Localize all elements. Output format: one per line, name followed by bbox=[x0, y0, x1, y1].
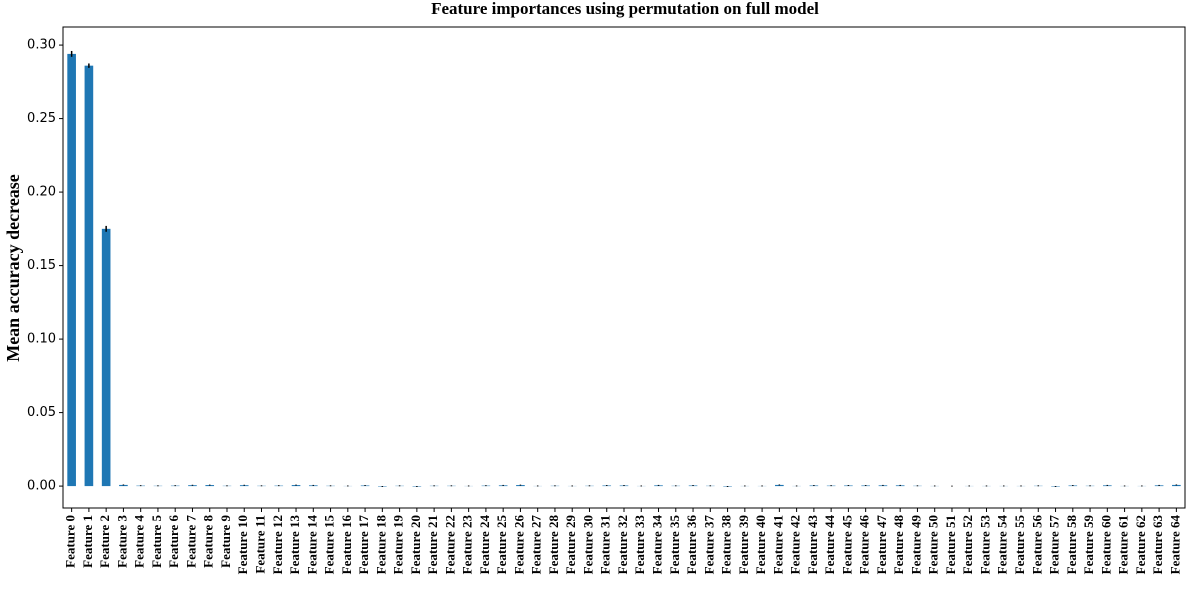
x-tick-label: Feature 9 bbox=[218, 515, 233, 568]
x-tick-label: Feature 24 bbox=[477, 515, 492, 575]
x-tick-label: Feature 49 bbox=[908, 515, 923, 575]
x-tick-label: Feature 29 bbox=[563, 515, 578, 575]
x-tick-label: Feature 15 bbox=[322, 515, 337, 575]
x-tick-label: Feature 25 bbox=[494, 515, 509, 575]
x-tick-label: Feature 59 bbox=[1081, 515, 1096, 575]
chart-title: Feature importances using permutation on… bbox=[431, 0, 819, 18]
x-tick-label: Feature 6 bbox=[166, 515, 181, 568]
x-tick-label: Feature 46 bbox=[857, 515, 872, 575]
y-tick-label: 0.15 bbox=[27, 258, 56, 273]
bar bbox=[84, 65, 94, 487]
y-tick-label: 0.30 bbox=[27, 38, 56, 53]
bar bbox=[101, 228, 111, 487]
x-tick-label: Feature 51 bbox=[943, 515, 958, 574]
x-tick-label: Feature 0 bbox=[63, 515, 78, 568]
x-tick-label: Feature 37 bbox=[701, 515, 716, 575]
x-tick-label: Feature 42 bbox=[788, 515, 803, 574]
x-tick-label: Feature 19 bbox=[391, 515, 406, 575]
x-tick-label: Feature 1 bbox=[80, 515, 95, 568]
x-tick-label: Feature 2 bbox=[97, 515, 112, 568]
x-tick-label: Feature 28 bbox=[546, 515, 561, 575]
y-tick-label: 0.25 bbox=[27, 111, 56, 126]
x-tick-label: Feature 55 bbox=[1012, 515, 1027, 575]
x-tick-label: Feature 14 bbox=[304, 515, 319, 575]
x-tick-label: Feature 38 bbox=[719, 515, 734, 575]
y-tick-label: 0.05 bbox=[27, 405, 56, 420]
x-tick-label: Feature 52 bbox=[960, 515, 975, 574]
x-tick-label: Feature 35 bbox=[667, 515, 682, 575]
x-tick-label: Feature 34 bbox=[650, 515, 665, 575]
bar bbox=[775, 484, 784, 487]
y-axis-label: Mean accuracy decrease bbox=[3, 174, 23, 362]
bar bbox=[205, 485, 215, 487]
x-tick-label: Feature 45 bbox=[839, 515, 854, 575]
x-tick-label: Feature 57 bbox=[1047, 515, 1062, 575]
x-tick-label: Feature 8 bbox=[201, 515, 216, 568]
x-tick-label: Feature 39 bbox=[736, 515, 751, 575]
x-tick-label: Feature 16 bbox=[339, 515, 354, 575]
y-tick-label: 0.20 bbox=[27, 185, 56, 200]
x-tick-label: Feature 63 bbox=[1150, 515, 1165, 575]
x-tick-label: Feature 30 bbox=[580, 515, 595, 574]
bar bbox=[291, 485, 301, 487]
x-tick-label: Feature 3 bbox=[114, 515, 129, 568]
x-tick-label: Feature 56 bbox=[1029, 515, 1044, 575]
x-tick-label: Feature 47 bbox=[874, 515, 889, 575]
bar bbox=[119, 484, 128, 487]
x-tick-label: Feature 12 bbox=[270, 515, 285, 574]
bar bbox=[67, 53, 76, 487]
x-tick-label: Feature 61 bbox=[1116, 515, 1131, 574]
bar bbox=[516, 485, 525, 487]
x-tick-label: Feature 40 bbox=[753, 515, 768, 574]
x-tick-label: Feature 32 bbox=[615, 515, 630, 574]
x-tick-label: Feature 27 bbox=[529, 515, 544, 575]
x-tick-label: Feature 10 bbox=[235, 515, 250, 574]
x-tick-label: Feature 62 bbox=[1133, 515, 1148, 574]
x-tick-label: Feature 11 bbox=[252, 515, 267, 574]
bar bbox=[1172, 484, 1181, 487]
x-tick-label: Feature 5 bbox=[149, 515, 164, 568]
x-tick-label: Feature 43 bbox=[805, 515, 820, 575]
x-tick-label: Feature 50 bbox=[926, 515, 941, 574]
x-tick-label: Feature 33 bbox=[632, 515, 647, 575]
x-tick-label: Feature 53 bbox=[977, 515, 992, 575]
x-tick-label: Feature 31 bbox=[598, 515, 613, 574]
x-tick-label: Feature 44 bbox=[822, 515, 837, 575]
x-tick-label: Feature 23 bbox=[460, 515, 475, 575]
y-tick-label: 0.10 bbox=[27, 332, 56, 347]
plot-frame bbox=[62, 26, 1186, 509]
x-tick-label: Feature 48 bbox=[891, 515, 906, 575]
x-tick-label: Feature 18 bbox=[373, 515, 388, 575]
x-tick-label: Feature 36 bbox=[684, 515, 699, 575]
x-tick-label: Feature 4 bbox=[132, 515, 147, 568]
y-tick-label: 0.00 bbox=[27, 479, 56, 494]
x-tick-label: Feature 17 bbox=[356, 515, 371, 575]
x-tick-label: Feature 22 bbox=[442, 515, 457, 574]
x-tick-label: Feature 54 bbox=[995, 515, 1010, 575]
x-tick-label: Feature 20 bbox=[408, 515, 423, 574]
x-tick-label: Feature 7 bbox=[183, 515, 198, 568]
x-tick-label: Feature 21 bbox=[425, 515, 440, 574]
x-tick-label: Feature 13 bbox=[287, 515, 302, 575]
x-tick-label: Feature 60 bbox=[1098, 515, 1113, 574]
x-tick-label: Feature 26 bbox=[511, 515, 526, 575]
x-tick-label: Feature 58 bbox=[1064, 515, 1079, 575]
x-tick-label: Feature 64 bbox=[1167, 515, 1182, 575]
x-tick-label: Feature 41 bbox=[770, 515, 785, 574]
